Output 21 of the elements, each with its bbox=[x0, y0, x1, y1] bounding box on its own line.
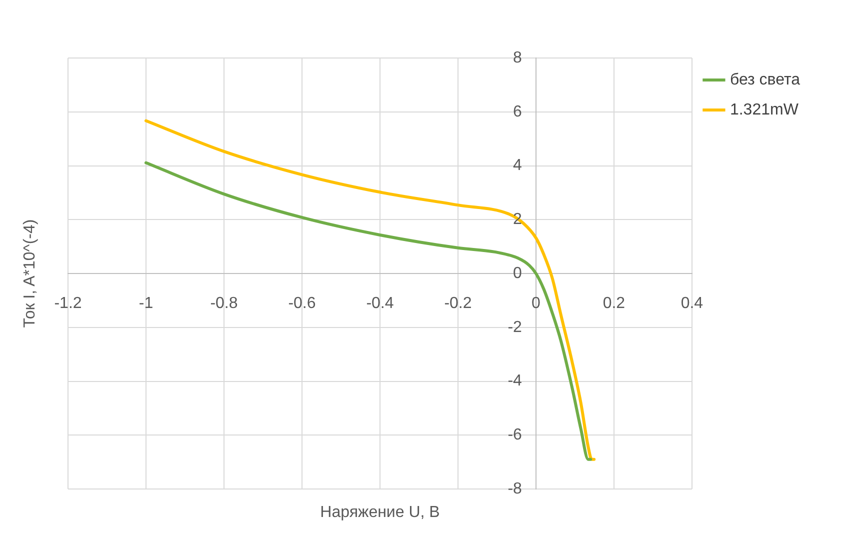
y-tick-label: 6 bbox=[513, 103, 522, 120]
x-tick-label: -0.4 bbox=[366, 294, 394, 312]
x-tick-label: -0.6 bbox=[288, 294, 316, 312]
legend-label: без света bbox=[730, 71, 800, 88]
x-tick-label: -1 bbox=[138, 294, 154, 312]
x-tick-label: -0.8 bbox=[210, 294, 238, 312]
x-tick-label: -1.2 bbox=[54, 294, 82, 312]
x-axis-title: Наряжение U, В bbox=[320, 504, 440, 521]
y-tick-label: -2 bbox=[508, 318, 522, 336]
legend-label: 1.321mW bbox=[730, 101, 800, 118]
x-tick-label: -0.2 bbox=[444, 294, 472, 312]
x-tick-label: 0 bbox=[532, 294, 541, 312]
y-axis-title: Ток I, A*10^(-4) bbox=[21, 219, 38, 328]
y-tick-label: -6 bbox=[508, 426, 522, 444]
x-tick-label: 0.4 bbox=[680, 294, 704, 312]
y-tick-label: 8 bbox=[513, 49, 522, 66]
x-tick-label: 0.2 bbox=[602, 294, 626, 312]
y-tick-label: 4 bbox=[513, 157, 522, 174]
y-tick-label: 0 bbox=[513, 264, 522, 282]
y-tick-label: -4 bbox=[508, 372, 522, 390]
y-tick-label: -8 bbox=[508, 480, 522, 498]
